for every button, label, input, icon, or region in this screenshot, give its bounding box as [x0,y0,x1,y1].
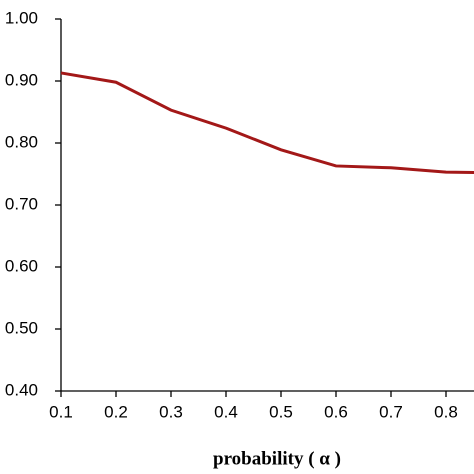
x-tick-label: 0.5 [269,402,293,421]
y-tick-label: 1.00 [5,8,38,27]
x-tick-label: 0.8 [434,402,458,421]
y-tick-label: 0.60 [5,256,38,275]
y-tick-label: 0.80 [5,132,38,151]
y-tick-label: 0.70 [5,194,38,213]
y-tick-label: 0.90 [5,70,38,89]
data-line [60,71,474,174]
x-tick-label: 0.1 [49,402,73,421]
x-tick-label: 0.7 [379,402,403,421]
x-tick-label: 0.6 [324,402,348,421]
y-tick-label: 0.40 [5,380,38,399]
x-tick-label: 0.3 [159,402,183,421]
x-axis-label: probability ( α ) [213,448,341,469]
x-tick-label: 0.4 [214,402,238,421]
y-tick-label: 0.50 [5,318,38,337]
x-tick-label: 0.2 [104,402,128,421]
